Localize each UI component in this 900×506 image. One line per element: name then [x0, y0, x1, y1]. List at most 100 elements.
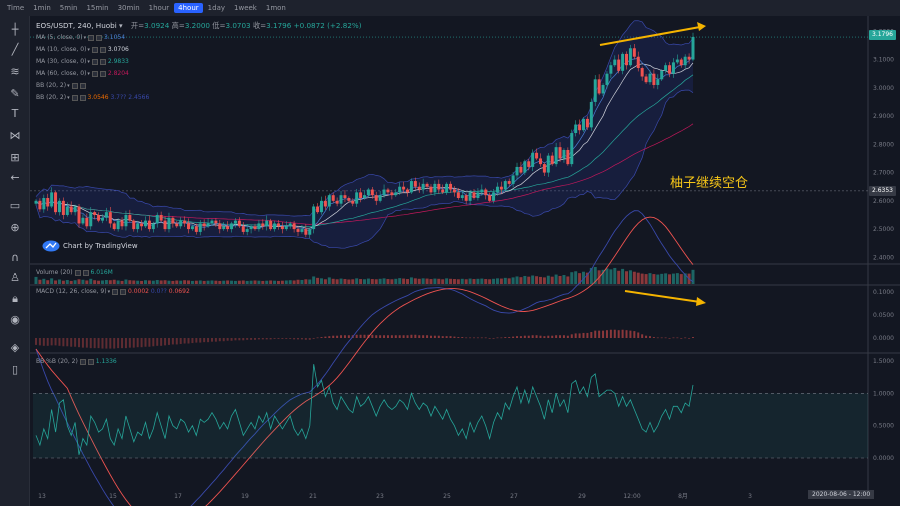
legend-volume[interactable]: Volume (20) 6.016M: [36, 269, 113, 276]
trend-arrow-price: [599, 26, 701, 46]
legend-macd[interactable]: MACD (12, 26, close, 9)▾ 0.0002 0.0?? 0.…: [36, 288, 190, 295]
legend-bb-hidden[interactable]: BB (20, 2)▾: [36, 82, 86, 89]
volume-bar: [683, 273, 687, 284]
volume-bar: [226, 280, 230, 284]
macd-histogram-bar: [664, 337, 667, 339]
timeframe-4hour[interactable]: 4hour: [174, 3, 203, 13]
candle-body: [499, 186, 503, 190]
macd-histogram-bar: [613, 329, 616, 338]
price-tick-5: 2.7000: [873, 170, 894, 177]
legend-bb[interactable]: BB (20, 2)▾ 3.0546 3.7?? 2.4566: [36, 94, 150, 101]
timeframe-1hour[interactable]: 1hour: [148, 4, 170, 12]
macd-histogram-bar: [629, 330, 632, 338]
macd-histogram-bar: [42, 338, 45, 346]
macd-histogram-bar: [363, 334, 366, 338]
x-tick-1: 15: [109, 493, 117, 500]
chart-canvas[interactable]: 3.2000 3.1000 3.0000 2.9000 2.8000 2.7000 2.60…: [30, 16, 900, 506]
timeframe-1day[interactable]: 1day: [207, 4, 226, 12]
legend-ma10[interactable]: MA (10, close, 0)▾ 3.0706: [36, 46, 129, 53]
macd-histogram-bar: [35, 338, 37, 345]
timeframe-5min[interactable]: 5min: [59, 4, 78, 12]
candle-body: [194, 226, 198, 232]
volume-bar: [484, 279, 488, 284]
macd-histogram-bar: [359, 334, 362, 338]
macd-histogram-bar: [562, 335, 565, 338]
candle-body: [42, 198, 46, 210]
volume-bar: [613, 267, 617, 284]
candle-body: [253, 226, 257, 230]
macd-histogram-bar: [289, 338, 292, 339]
candle-body: [488, 195, 492, 201]
pattern-icon[interactable]: ⋈: [9, 128, 21, 142]
brush-icon[interactable]: ✎: [10, 86, 20, 100]
volume-bar: [206, 280, 210, 284]
candle-body: [636, 56, 640, 69]
candle-body: [343, 195, 347, 199]
macd-histogram-bar: [465, 337, 468, 339]
volume-bar: [609, 269, 613, 284]
candle-body: [61, 200, 65, 215]
volume-bar: [445, 278, 449, 284]
timeframe-30min[interactable]: 30min: [117, 4, 140, 12]
fib-icon[interactable]: ≋: [10, 64, 20, 78]
symbol-name[interactable]: EOS/USDT, 240, Huobi: [36, 21, 117, 30]
macd-histogram-bar: [500, 337, 503, 339]
timeframe-1mon[interactable]: 1mon: [265, 4, 286, 12]
macd-histogram-bar: [218, 338, 221, 342]
legend-ma60[interactable]: MA (60, close, 0)▾ 2.8204: [36, 70, 129, 77]
volume-bar: [151, 280, 155, 284]
macd-histogram-bar: [559, 335, 562, 338]
layers-icon[interactable]: ◈: [10, 340, 20, 354]
macd-histogram-bar: [582, 332, 585, 338]
candle-body: [140, 223, 144, 227]
lock-icon[interactable]: 🔒︎: [12, 292, 18, 305]
volume-bar: [570, 272, 574, 284]
macd-histogram-bar: [519, 336, 522, 338]
timeframe-1min[interactable]: 1min: [33, 4, 51, 12]
macd-histogram-bar: [191, 338, 194, 344]
crosshair-icon[interactable]: ┼: [11, 22, 19, 36]
text-icon[interactable]: T: [11, 106, 19, 120]
volume-bar: [593, 267, 597, 284]
candle-body: [441, 189, 445, 193]
magnet-icon[interactable]: ∩: [10, 250, 20, 264]
volume-bar: [230, 280, 234, 284]
legend-bbpct[interactable]: BB %B (20, 2) 1.1336: [36, 358, 117, 365]
watermark-text: Chart by TradingView: [63, 242, 138, 250]
macd-histogram-bar: [371, 334, 374, 338]
lock-drawing-icon[interactable]: ♙: [10, 270, 20, 284]
trend-arrow-price-head: [697, 22, 706, 31]
volume-bar: [546, 275, 550, 284]
zoom-icon[interactable]: ⊕: [10, 220, 20, 234]
candle-body: [65, 206, 69, 215]
candle-body: [85, 217, 89, 227]
volume-bar: [492, 278, 496, 284]
macd-histogram-bar: [523, 335, 526, 338]
timeframe-time[interactable]: Time: [7, 4, 25, 12]
volume-bar: [406, 279, 410, 284]
candle-body: [190, 226, 194, 230]
legend-ma5[interactable]: MA (5, close, 0)▾ 3.1054: [36, 34, 126, 41]
timeframe-1week[interactable]: 1week: [234, 4, 257, 12]
macd-histogram-bar: [617, 330, 620, 338]
timeframe-15min[interactable]: 15min: [86, 4, 109, 12]
macd-histogram-bar: [347, 335, 350, 338]
candle-body: [327, 195, 331, 207]
back-arrow-icon[interactable]: ←: [10, 170, 20, 184]
volume-bar: [159, 280, 163, 284]
x-tick-3: 19: [241, 493, 249, 500]
legend-ma30[interactable]: MA (30, close, 0)▾ 2.9833: [36, 58, 129, 65]
candle-body: [46, 198, 50, 207]
volume-bar: [495, 278, 499, 284]
candle-body: [664, 65, 668, 71]
prediction-icon[interactable]: ⊞: [10, 150, 20, 164]
candle-body: [124, 214, 128, 227]
macd-histogram-bar: [156, 338, 159, 346]
macd-histogram-bar: [203, 338, 206, 343]
trash-icon[interactable]: ▯: [11, 362, 19, 376]
trendline-icon[interactable]: ╱: [11, 42, 19, 56]
eye-icon[interactable]: ◉: [10, 312, 20, 326]
macd-histogram-bar: [70, 338, 73, 347]
tradingview-watermark: Chart by TradingView: [42, 240, 138, 252]
ruler-icon[interactable]: ▭: [9, 198, 21, 212]
